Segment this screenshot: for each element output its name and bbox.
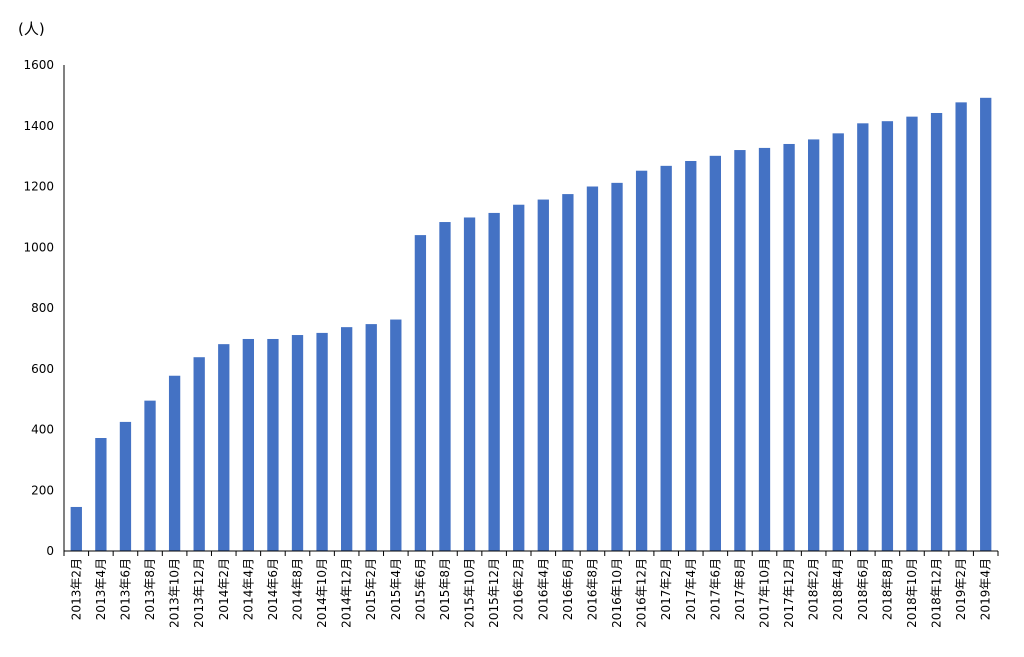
bar <box>857 123 869 551</box>
y-tick-label: 1600 <box>23 58 54 72</box>
bar <box>144 400 156 551</box>
x-tick-label: 2013年10月 <box>168 558 182 628</box>
bar <box>291 335 304 551</box>
bar <box>758 147 771 552</box>
bar <box>980 97 992 551</box>
bar <box>537 199 549 551</box>
bar <box>783 143 795 551</box>
y-tick-label: 1200 <box>23 180 54 194</box>
x-tick-label: 2016年8月 <box>585 558 599 620</box>
bar <box>906 116 918 551</box>
x-tick-label: 2017年12月 <box>782 558 796 628</box>
x-tick-label: 2018年8月 <box>880 558 894 620</box>
bar <box>709 155 721 551</box>
x-tick-label: 2013年12月 <box>192 558 206 628</box>
bar <box>685 160 697 552</box>
x-tick-label: 2016年2月 <box>512 558 526 620</box>
x-tick-label: 2018年4月 <box>831 558 845 620</box>
bar <box>242 338 254 551</box>
bar <box>930 112 943 552</box>
x-tick-label: 2014年2月 <box>217 558 231 620</box>
y-axis-unit-label: (人) <box>18 20 45 38</box>
bar <box>168 375 181 551</box>
bar <box>218 344 230 551</box>
bar <box>390 319 402 551</box>
bar <box>439 222 451 552</box>
x-tick-label: 2018年2月 <box>807 558 821 620</box>
bar <box>119 421 132 551</box>
x-tick-label: 2016年10月 <box>610 558 624 628</box>
x-tick-label: 2015年4月 <box>389 558 403 620</box>
bar <box>513 204 525 551</box>
x-tick-label: 2016年12月 <box>635 558 649 628</box>
x-tick-label: 2014年8月 <box>291 558 305 620</box>
x-tick-label: 2014年6月 <box>266 558 280 620</box>
bar <box>414 235 427 551</box>
x-tick-label: 2014年10月 <box>315 558 329 628</box>
y-tick-label: 400 <box>31 423 54 437</box>
x-tick-label: 2015年12月 <box>487 558 501 628</box>
y-tick-label: 1400 <box>23 119 54 133</box>
x-tick-label: 2014年12月 <box>340 558 354 628</box>
bar <box>832 133 844 551</box>
bar <box>562 194 574 551</box>
x-tick-label: 2019年2月 <box>954 558 968 620</box>
x-tick-label: 2019年4月 <box>979 558 993 620</box>
x-tick-label: 2017年6月 <box>708 558 722 620</box>
y-tick-label: 800 <box>31 301 54 315</box>
x-tick-label: 2015年6月 <box>413 558 427 620</box>
x-tick-label: 2015年2月 <box>364 558 378 620</box>
bar <box>267 338 279 551</box>
y-tick-label: 0 <box>46 544 54 558</box>
x-tick-label: 2014年4月 <box>241 558 255 620</box>
bar <box>955 102 967 552</box>
y-tick-label: 1000 <box>23 240 54 254</box>
x-tick-label: 2017年4月 <box>684 558 698 620</box>
bar <box>193 357 205 551</box>
bar <box>611 182 623 552</box>
x-tick-label: 2018年6月 <box>856 558 870 620</box>
x-tick-label: 2013年4月 <box>94 558 108 620</box>
bar <box>341 327 353 551</box>
bar <box>660 165 672 551</box>
bar <box>70 506 82 551</box>
bar <box>365 324 377 551</box>
bar <box>635 170 648 551</box>
bar <box>463 217 476 552</box>
x-tick-label: 2017年2月 <box>659 558 673 620</box>
x-tick-label: 2016年4月 <box>536 558 550 620</box>
bar <box>586 186 599 551</box>
x-tick-label: 2013年6月 <box>118 558 132 620</box>
x-tick-label: 2015年8月 <box>438 558 452 620</box>
y-tick-label: 200 <box>31 483 54 497</box>
x-tick-label: 2017年8月 <box>733 558 747 620</box>
bar <box>808 139 820 552</box>
x-tick-label: 2018年10月 <box>905 558 919 628</box>
y-tick-label: 600 <box>31 362 54 376</box>
x-tick-label: 2013年8月 <box>143 558 157 620</box>
x-tick-label: 2016年6月 <box>561 558 575 620</box>
x-tick-label: 2017年10月 <box>758 558 772 628</box>
bar <box>316 332 328 551</box>
bar <box>734 150 746 552</box>
bar <box>488 212 500 551</box>
x-tick-label: 2015年10月 <box>463 558 477 628</box>
bar <box>881 121 894 551</box>
x-tick-label: 2018年12月 <box>930 558 944 628</box>
x-tick-label: 2013年2月 <box>69 558 83 620</box>
bar <box>95 438 107 551</box>
